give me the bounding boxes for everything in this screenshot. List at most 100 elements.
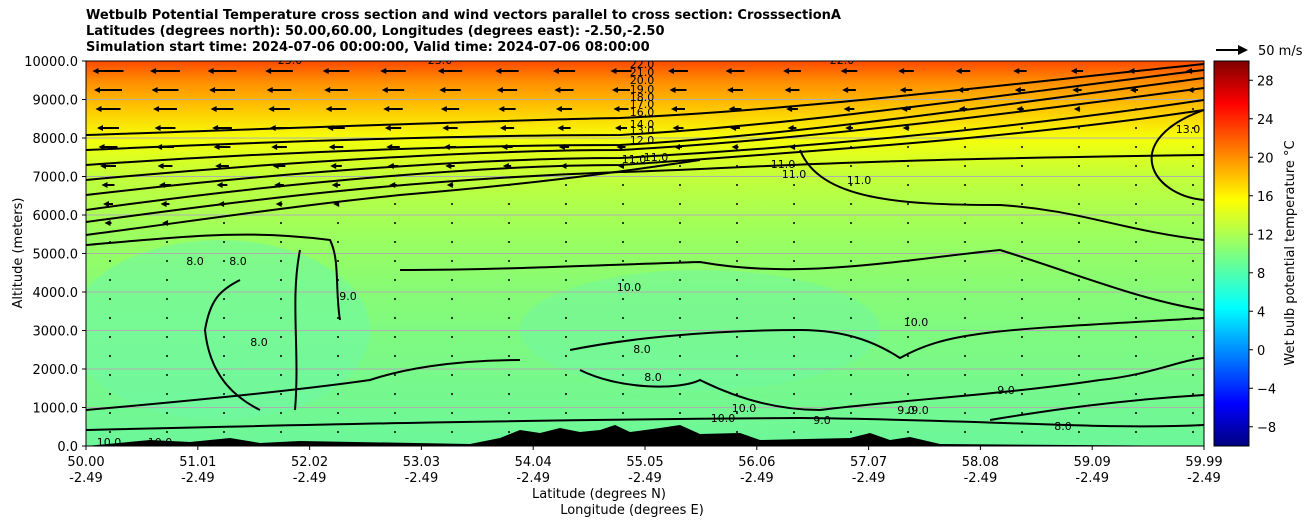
- wind-vector-dot: [850, 184, 852, 186]
- wind-vector-dot: [1078, 203, 1080, 205]
- wind-vector-dot: [337, 355, 339, 357]
- contour-label: 10.0: [148, 436, 173, 449]
- wind-vector-dot: [622, 298, 624, 300]
- wind-vector-dot: [565, 355, 567, 357]
- wind-vector-dot: [451, 374, 453, 376]
- colorbar-ticks: −8 −4 0 4 8 12 16 20 24 28: [1249, 74, 1276, 436]
- wind-vector-head: [787, 125, 794, 131]
- wind-vector-dot: [1135, 431, 1137, 433]
- y-tick-label: 1000.0: [33, 402, 79, 417]
- wind-vector-dot: [850, 412, 852, 414]
- contour-line: [86, 99, 1204, 196]
- colorbar-tick-label: 16: [1257, 190, 1274, 205]
- chart-title-line-1: Wetbulb Potential Temperature cross sect…: [86, 8, 841, 23]
- contour-line: [579, 369, 821, 411]
- wind-vector-dot: [166, 374, 168, 376]
- wind-vector-dot: [907, 431, 909, 433]
- wind-vector-dot: [280, 450, 282, 452]
- wind-vector-dot: [508, 412, 510, 414]
- wind-vector-dot: [394, 336, 396, 338]
- wind-vector-dot: [565, 336, 567, 338]
- wind-vector-dot: [850, 165, 852, 167]
- wind-vector-head: [215, 163, 222, 169]
- colorbar-ramp: [1213, 60, 1250, 447]
- contour-label: 20.0: [630, 74, 655, 87]
- wind-vector-dot: [1135, 241, 1137, 243]
- wind-vector-head: [322, 68, 329, 74]
- wind-vector-dot: [964, 184, 966, 186]
- wind-vector-dot: [1078, 260, 1080, 262]
- wind-vector-dot: [1135, 127, 1137, 129]
- wind-vector-dot: [1021, 412, 1023, 414]
- wind-vector-dot: [793, 317, 795, 319]
- wind-vector-head: [611, 87, 618, 93]
- wind-vector-head: [845, 125, 852, 131]
- y-tick-label: 8000.0: [33, 132, 79, 147]
- x-tick-label-longitude: -2.49: [1075, 471, 1109, 486]
- wind-vector-dot: [451, 241, 453, 243]
- y-tick-label: 0.0: [57, 440, 78, 455]
- wind-vector-dot: [109, 431, 111, 433]
- contour-line: [86, 109, 1204, 211]
- contour-line: [86, 87, 1204, 181]
- wind-vector-dot: [736, 336, 738, 338]
- wind-vector-head: [439, 87, 446, 93]
- wind-vector-head: [668, 68, 674, 74]
- wind-vector-dot: [280, 222, 282, 224]
- wind-vector-head: [445, 163, 452, 169]
- wind-vector-dot: [1078, 165, 1080, 167]
- wind-vector-dot: [280, 412, 282, 414]
- wind-vector-dot: [964, 412, 966, 414]
- wind-vector-dot: [736, 450, 738, 452]
- wind-vector-dot: [907, 412, 909, 414]
- wind-vector-dot: [394, 393, 396, 395]
- wind-vector-dot: [1078, 279, 1080, 281]
- wind-vector-dot: [166, 355, 168, 357]
- wind-vector-dot: [565, 374, 567, 376]
- wind-vector-dot: [793, 336, 795, 338]
- wind-vector-dot: [622, 355, 624, 357]
- wind-vector-dot: [1135, 203, 1137, 205]
- wind-vector-dot: [1192, 203, 1194, 205]
- x-tick-label-longitude: -2.49: [1187, 471, 1221, 486]
- x-axis: 50.00-2.4951.01-2.4952.02-2.4953.03-2.49…: [67, 446, 1223, 486]
- wind-vector-head: [1072, 87, 1079, 93]
- wind-vector-dot: [850, 279, 852, 281]
- wind-vector-dot: [964, 165, 966, 167]
- wind-vector-dot: [736, 374, 738, 376]
- wind-vector-dot: [508, 317, 510, 319]
- wind-vector-dot: [1192, 374, 1194, 376]
- wind-vector-head: [97, 125, 103, 131]
- wind-vector-head: [1013, 68, 1020, 74]
- x-tick-label-longitude: -2.49: [405, 471, 439, 486]
- wind-vector-dot: [736, 279, 738, 281]
- wind-vector-dot: [451, 317, 453, 319]
- wind-vector-dot: [337, 450, 339, 452]
- x-tick-label-latitude: 58.08: [962, 455, 999, 470]
- wind-vector-dot: [280, 355, 282, 357]
- wind-vector-head: [384, 125, 391, 131]
- wind-vector-dot: [1135, 298, 1137, 300]
- wind-vector-dot: [1192, 127, 1194, 129]
- wind-vector-dot: [394, 412, 396, 414]
- wind-vector-head: [731, 144, 738, 150]
- wind-vector-dot: [964, 127, 966, 129]
- contour-label: 9.0: [911, 404, 929, 417]
- wind-vector-dot: [793, 184, 795, 186]
- contour-label: 9.0: [339, 290, 357, 303]
- wind-key: 50 m/s: [1216, 44, 1303, 59]
- wind-vector-dot: [850, 317, 852, 319]
- wind-vector-head: [209, 87, 216, 93]
- colorbar-tick-label: 20: [1257, 151, 1274, 166]
- wind-vector-dot: [394, 355, 396, 357]
- wind-vector-dot: [337, 412, 339, 414]
- wind-vector-dot: [394, 298, 396, 300]
- wind-vector-head: [92, 68, 99, 74]
- wind-vector-dot: [1078, 298, 1080, 300]
- colorbar-tick-label: 24: [1257, 113, 1274, 128]
- wind-vector-dot: [907, 355, 909, 357]
- wind-vector-head: [498, 106, 505, 112]
- wind-vector-dot: [679, 450, 681, 452]
- wind-vector-dot: [166, 431, 168, 433]
- wind-vector-dot: [793, 412, 795, 414]
